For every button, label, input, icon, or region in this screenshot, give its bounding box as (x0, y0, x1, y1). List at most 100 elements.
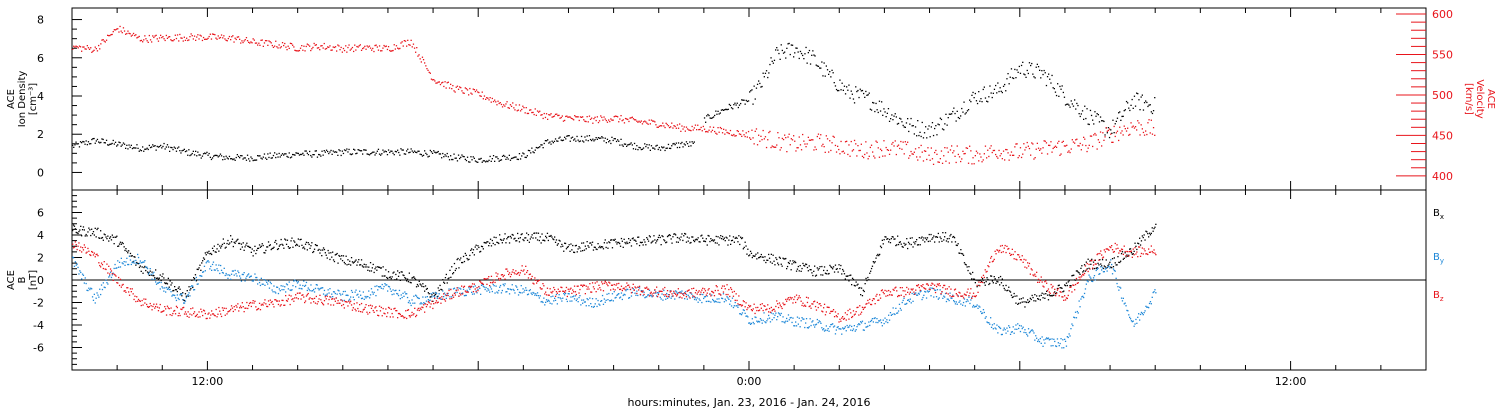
data-point (139, 260, 141, 262)
data-point (838, 328, 840, 330)
data-point (261, 39, 263, 41)
data-point (682, 146, 684, 148)
data-point (817, 133, 820, 135)
data-point (1069, 151, 1071, 154)
data-point (557, 288, 559, 290)
data-point (883, 108, 885, 110)
data-point (438, 153, 440, 155)
data-point (1006, 149, 1008, 151)
data-point (660, 298, 662, 300)
data-point (231, 158, 233, 160)
data-point (1080, 149, 1082, 151)
data-point (650, 119, 653, 121)
data-point (481, 91, 483, 93)
data-point (298, 292, 300, 294)
data-point (640, 242, 642, 244)
data-point (291, 237, 293, 239)
legend-subscript: x (1440, 213, 1444, 221)
data-point (135, 147, 137, 149)
data-point (258, 244, 261, 246)
data-point (853, 102, 856, 104)
data-point (394, 290, 396, 292)
data-point (331, 256, 333, 258)
data-point (473, 254, 475, 256)
data-point (215, 154, 217, 156)
data-point (738, 133, 741, 135)
data-point (1039, 337, 1041, 340)
data-point (545, 299, 548, 301)
data-point (365, 149, 367, 151)
data-point (387, 277, 389, 280)
data-point (219, 310, 221, 312)
data-point (893, 313, 895, 315)
data-point (513, 238, 515, 240)
data-point (723, 109, 725, 111)
data-point (659, 236, 661, 239)
data-point (111, 142, 113, 145)
data-point (305, 45, 307, 48)
data-point (1061, 141, 1063, 143)
data-point (761, 322, 763, 324)
data-point (920, 144, 922, 147)
data-point (684, 291, 687, 293)
data-point (1050, 345, 1052, 347)
data-point (1016, 143, 1018, 145)
data-point (125, 248, 127, 250)
data-point (786, 151, 788, 153)
data-point (1133, 95, 1136, 97)
data-point (516, 273, 518, 275)
data-point (1114, 123, 1116, 125)
data-point (471, 93, 473, 95)
data-point (549, 141, 551, 143)
data-point (929, 287, 931, 289)
data-point (1138, 99, 1140, 101)
data-point (320, 287, 322, 289)
data-point (241, 40, 243, 42)
data-point (517, 272, 519, 274)
data-point (900, 118, 902, 120)
data-point (153, 36, 155, 39)
data-point (630, 245, 633, 247)
data-point (643, 291, 645, 293)
data-point (454, 91, 456, 93)
data-point (219, 245, 221, 247)
data-point (98, 237, 100, 239)
data-point (539, 287, 541, 289)
data-point (791, 139, 794, 141)
data-point (1017, 303, 1019, 305)
data-point (1151, 112, 1154, 115)
data-point (328, 298, 330, 301)
data-point (480, 245, 483, 247)
data-point (188, 286, 190, 288)
data-point (160, 34, 162, 36)
data-point (908, 157, 910, 159)
data-point (1138, 313, 1140, 315)
data-point (819, 137, 821, 140)
data-point (174, 294, 176, 297)
data-point (228, 155, 231, 158)
data-point (400, 294, 402, 296)
data-point (567, 246, 569, 248)
data-point (503, 104, 505, 106)
data-point (250, 275, 252, 277)
data-point (147, 272, 150, 274)
data-point (488, 245, 490, 247)
data-point (339, 292, 341, 295)
data-point (493, 236, 495, 238)
data-point (357, 149, 359, 151)
data-point (252, 38, 254, 40)
data-point (915, 241, 917, 243)
data-point (193, 289, 195, 291)
data-point (382, 149, 384, 151)
data-point (695, 299, 697, 301)
data-point (305, 150, 307, 152)
data-point (296, 152, 298, 154)
data-point (991, 280, 994, 282)
data-point (882, 319, 884, 321)
data-point (678, 237, 680, 239)
data-point (74, 261, 76, 263)
data-point (186, 37, 188, 39)
data-point (1095, 115, 1097, 117)
data-point (1043, 140, 1045, 142)
data-point (477, 161, 479, 163)
